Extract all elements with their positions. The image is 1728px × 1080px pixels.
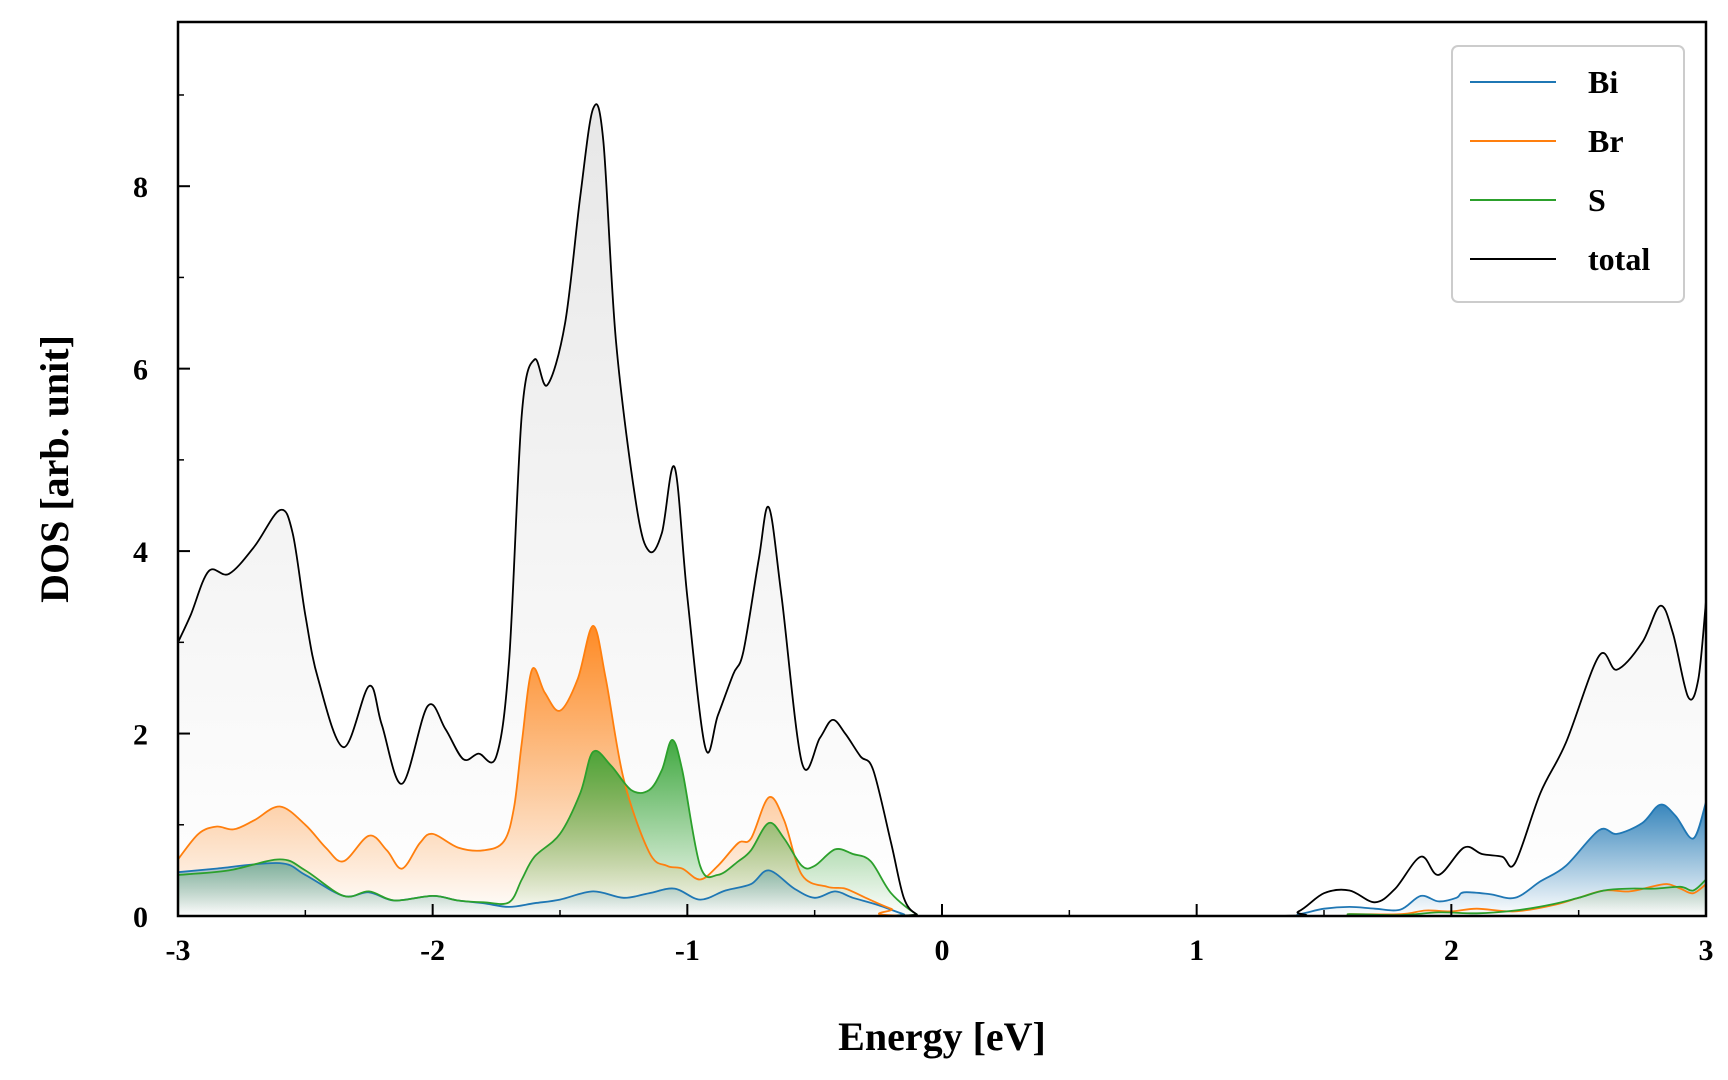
y-tick-label: 8 [133, 171, 148, 204]
x-axis-label: Energy [eV] [838, 1014, 1046, 1059]
series-line-s [177, 739, 1707, 917]
legend-box [1451, 45, 1685, 303]
series-line-total [177, 103, 1707, 917]
series-line-br [177, 625, 1707, 917]
tick-labels: -3 -2 -1 0 1 2 3 0 2 4 6 8 [133, 171, 1714, 967]
fill-s [178, 739, 1706, 916]
x-tick-label: -1 [675, 934, 700, 967]
y-tick-label: 6 [133, 354, 148, 387]
legend-label-bi: Bi [1588, 64, 1618, 100]
x-tick-label: -2 [420, 934, 445, 967]
y-tick-label: 2 [133, 719, 148, 752]
y-axis-label: DOS [arb. unit] [32, 335, 77, 603]
legend-label-s: S [1588, 182, 1606, 218]
x-tick-label: 3 [1699, 934, 1714, 967]
legend-label-br: Br [1588, 123, 1624, 159]
x-tick-label: 1 [1189, 934, 1204, 967]
legend-label-total: total [1588, 241, 1650, 277]
axis-ticks [177, 94, 1707, 917]
y-tick-label: 4 [133, 536, 148, 569]
series-lines [177, 103, 1707, 917]
x-tick-label: 0 [935, 934, 950, 967]
x-tick-label: -3 [166, 934, 191, 967]
x-tick-label: 2 [1444, 934, 1459, 967]
y-tick-label: 0 [133, 901, 148, 934]
